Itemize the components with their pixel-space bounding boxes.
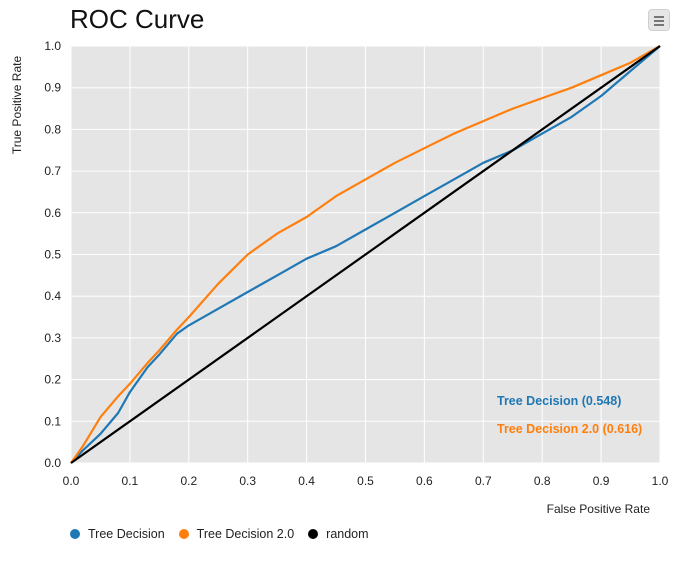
x-tick-label: 0.1 — [122, 474, 139, 488]
y-tick-label: 0.9 — [44, 81, 61, 95]
x-tick-label: 0.6 — [416, 474, 433, 488]
chart-title: ROC Curve — [70, 4, 205, 34]
legend-marker — [308, 529, 319, 539]
y-tick-label: 0.6 — [44, 206, 61, 220]
hamburger-icon — [654, 16, 664, 18]
y-tick-label: 0.5 — [44, 248, 61, 262]
legend-item[interactable]: Tree Decision 2.0 — [178, 527, 295, 541]
y-tick-label: 0.2 — [44, 373, 61, 387]
x-tick-label: 0.9 — [593, 474, 610, 488]
roc-chart: 0.0 0.1 0.2 0.3 0.4 0.5 0.6 0.7 0.8 0.9 1.0 0.0 0.1 0… — [10, 39, 669, 516]
legend-label: Tree Decision — [88, 527, 165, 541]
legend-marker — [178, 529, 189, 539]
y-tick-label: 0.1 — [44, 414, 61, 428]
x-tick-label: 0.4 — [298, 474, 315, 488]
x-tick-label: 1.0 — [652, 474, 669, 488]
chart-menu-button[interactable] — [648, 9, 670, 31]
y-tick-label: 0.4 — [44, 289, 61, 303]
y-tick-label: 0.7 — [44, 164, 61, 178]
legend-marker — [70, 529, 80, 539]
series-line-tree-decision — [70, 45, 661, 464]
legend-item[interactable]: random — [308, 527, 369, 541]
x-tick-label: 0.0 — [63, 474, 80, 488]
y-tick-label: 0.3 — [44, 331, 61, 345]
legend-label: Tree Decision 2.0 — [196, 527, 295, 541]
legend-item[interactable]: Tree Decision — [70, 527, 165, 541]
y-tick-label: 1.0 — [44, 39, 61, 53]
series-line-tree-decision-2-0 — [70, 45, 661, 464]
legend-label: random — [326, 527, 369, 541]
y-axis-label: True Positive Rate — [10, 56, 24, 155]
x-tick-label: 0.7 — [475, 474, 492, 488]
x-tick-label: 0.3 — [239, 474, 256, 488]
x-tick-label: 0.5 — [357, 474, 374, 488]
x-axis-label: False Positive Rate — [547, 502, 651, 516]
legend: Tree Decision Tree Decision 2.0 random — [70, 527, 369, 541]
y-tick-label: 0.8 — [44, 122, 61, 136]
x-tick-label: 0.8 — [534, 474, 551, 488]
x-tick-label: 0.2 — [180, 474, 197, 488]
auc-annotation: Tree Decision 2.0 (0.616) — [497, 422, 642, 436]
y-tick-label: 0.0 — [44, 456, 61, 470]
series-line-random — [70, 45, 661, 464]
auc-annotation: Tree Decision (0.548) — [497, 394, 621, 408]
